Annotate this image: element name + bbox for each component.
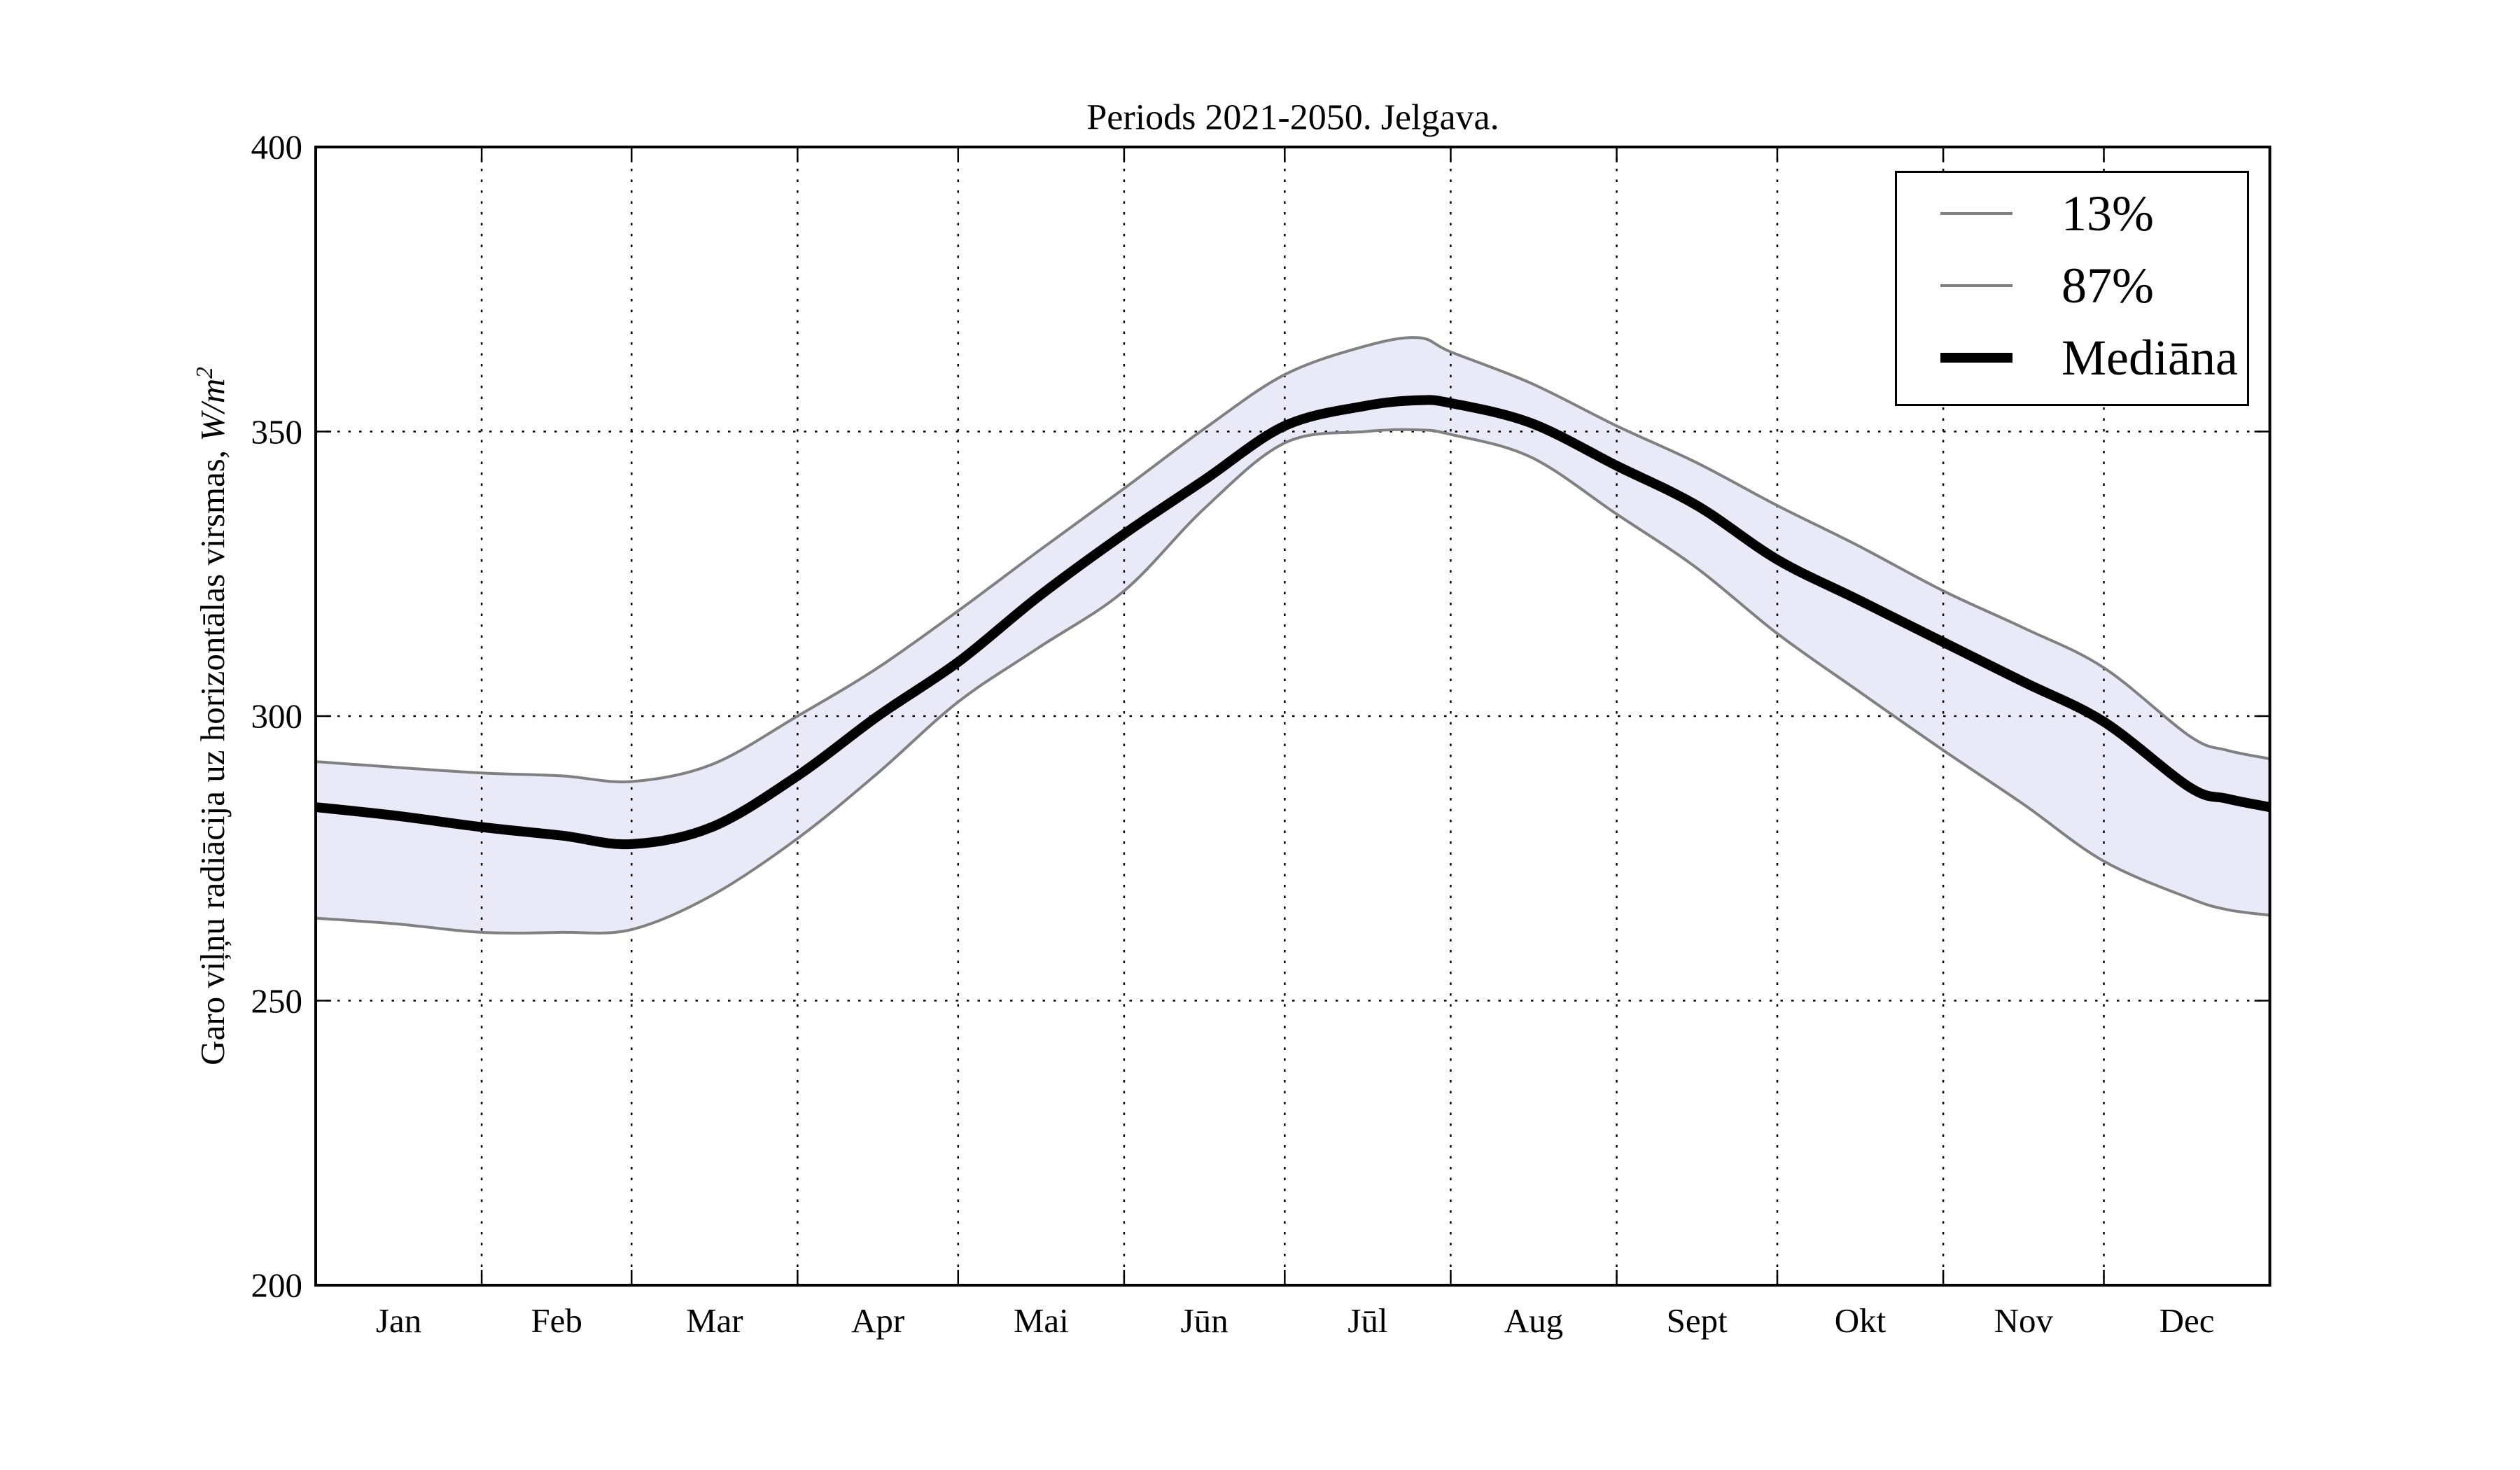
legend-label-87: 87%	[2062, 258, 2154, 314]
chart-title: Periods 2021-2050. Jelgava.	[1086, 97, 1499, 138]
x-tick-label-Mai: Mai	[1013, 1301, 1069, 1340]
legend-line-13	[1940, 212, 2012, 215]
x-tick-label-Feb: Feb	[531, 1301, 582, 1340]
y-axis-label: Garo viļņu radiācija uz horizontālas vir…	[192, 367, 232, 1065]
y-tick-label-250: 250	[251, 981, 303, 1020]
x-tick-label-Sept: Sept	[1666, 1301, 1728, 1340]
x-tick-label-Apr: Apr	[850, 1301, 905, 1340]
y-tick-label-400: 400	[251, 127, 303, 167]
legend-label-13: 13%	[2062, 186, 2154, 241]
median-line	[315, 395, 2272, 850]
legend: 13% 87% Mediāna	[1895, 171, 2249, 406]
x-tick-label-Mar: Mar	[685, 1301, 743, 1340]
x-tick-label-Nov: Nov	[1994, 1301, 2053, 1340]
y-axis-label-exponent: 2	[191, 367, 218, 379]
legend-label-mediana: Mediāna	[2062, 330, 2238, 386]
legend-line-mediana	[1940, 353, 2012, 363]
y-tick-label-350: 350	[251, 412, 303, 451]
y-axis-label-text: Garo viļņu radiācija uz horizontālas vir…	[193, 441, 232, 1065]
y-tick-label-200: 200	[251, 1266, 303, 1305]
x-tick-label-Okt: Okt	[1834, 1301, 1886, 1340]
percentile-87-line	[315, 336, 2271, 783]
x-tick-label-Aug: Aug	[1504, 1301, 1564, 1340]
y-tick-label-300: 300	[251, 696, 303, 736]
x-tick-label-Jūl: Jūl	[1348, 1301, 1388, 1340]
percentile-13-line	[315, 428, 2270, 935]
x-tick-label-Dec: Dec	[2159, 1301, 2215, 1340]
axes-frame	[314, 146, 2272, 1287]
x-tick-label-Jūn: Jūn	[1180, 1301, 1228, 1340]
percentile-band-fill	[316, 337, 2270, 934]
x-tick-label-Jan: Jan	[375, 1301, 422, 1340]
legend-line-87	[1940, 284, 2012, 287]
y-axis-label-unit: W/m	[193, 378, 232, 442]
